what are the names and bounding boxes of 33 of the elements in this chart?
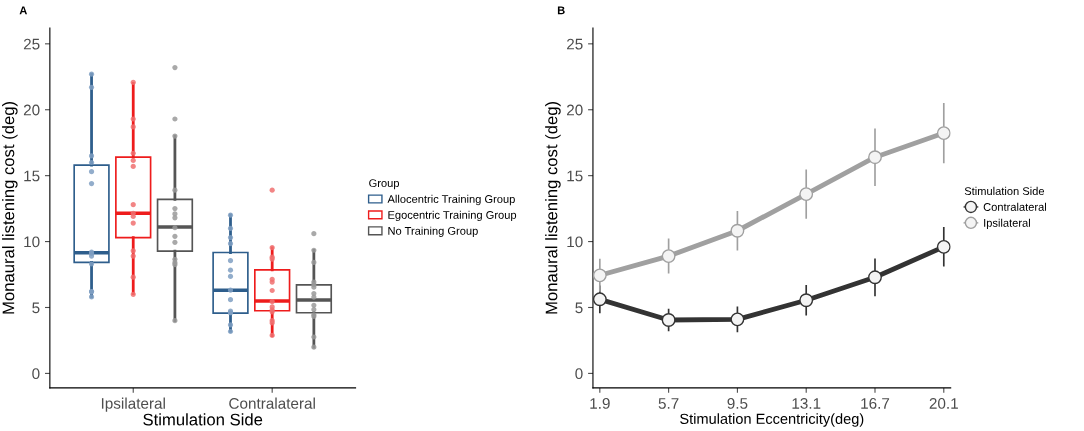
y-axis-title: Monaural listening cost (deg)	[2, 101, 18, 314]
legend-label: Allocentric Training Group	[387, 194, 515, 206]
y-tick-label: 15	[567, 170, 583, 182]
x-tick-label: 16.7	[861, 398, 890, 409]
y-tick-label: 15	[24, 170, 40, 182]
chart-title: A	[19, 6, 28, 15]
legend-title: Group	[369, 179, 400, 190]
y-tick-label: 20	[567, 104, 583, 116]
y-tick-label: 0	[575, 368, 583, 380]
y-tick-label: 20	[23, 104, 40, 116]
x-tick-label: Contralateral	[229, 397, 315, 409]
y-tick-label: 25	[567, 38, 583, 50]
legend-title: Stimulation Side	[964, 186, 1045, 196]
y-tick-label: 0	[32, 368, 40, 380]
y-tick-label: 10	[24, 236, 40, 248]
legend-label: Ipsilateral	[984, 218, 1030, 230]
legend-label: Contralateral	[983, 202, 1046, 211]
y-axis-title: Monaural listening cost (deg)	[545, 101, 561, 314]
legend-label: No Training Group	[388, 226, 478, 238]
x-tick-label: 13.1	[792, 398, 821, 409]
y-tick-label: 10	[567, 236, 583, 248]
x-tick-label: 5.7	[658, 398, 679, 409]
legend-label: Egocentric Training Group	[388, 210, 517, 222]
y-tick-label: 25	[23, 38, 40, 50]
x-tick-label: 20.1	[929, 398, 958, 409]
x-tick-label: Ipsilateral	[101, 397, 165, 412]
x-tick-label: 9.5	[727, 398, 748, 409]
x-tick-label: 1.9	[590, 398, 610, 409]
y-tick-label: 5	[575, 302, 583, 314]
chart-title: B	[557, 6, 565, 15]
x-axis-title: Stimulation Side	[143, 413, 263, 426]
x-axis-title: Stimulation Eccentricity(deg)	[680, 413, 864, 427]
y-tick-label: 5	[32, 302, 40, 314]
